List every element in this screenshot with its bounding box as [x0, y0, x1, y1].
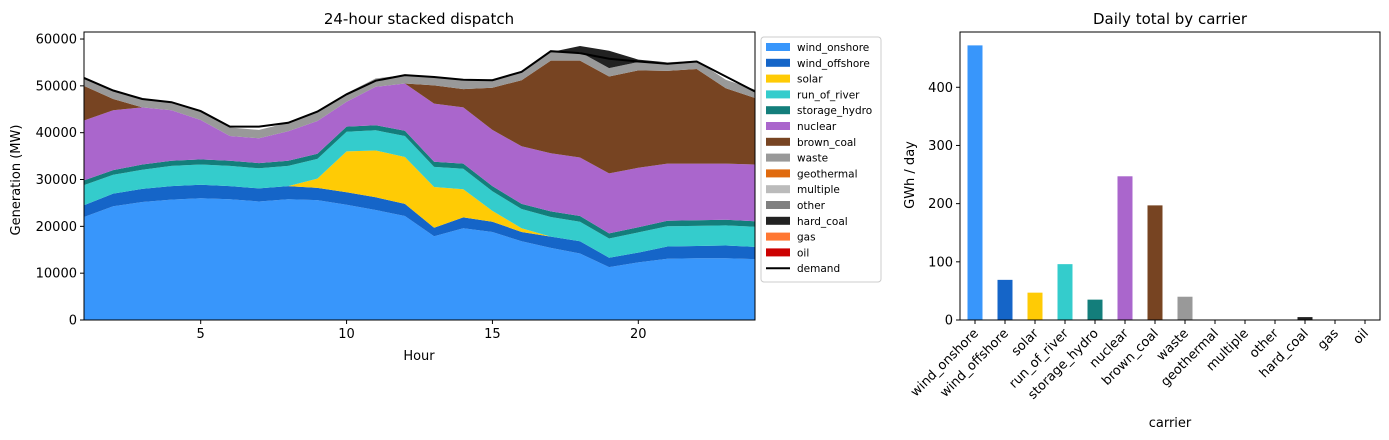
bar-run-of-river	[1057, 264, 1073, 320]
right-chart-title: Daily total by carrier	[1093, 10, 1248, 28]
legend-label-geothermal: geothermal	[797, 168, 858, 180]
area-wind-onshore	[84, 198, 755, 320]
legend-swatch-multiple	[766, 185, 790, 194]
legend-swatch-storage-hydro	[766, 106, 790, 115]
legend-label-wind-onshore: wind_onshore	[797, 42, 869, 54]
legend-label-wind-offshore: wind_offshore	[797, 58, 870, 70]
bar-solar	[1027, 292, 1043, 320]
y-tick-label: 300	[928, 139, 953, 154]
legend-swatch-geothermal	[766, 169, 790, 178]
bar-wind-onshore	[967, 45, 983, 321]
right-plot-frame	[959, 31, 1381, 321]
left-plot-frame	[83, 31, 756, 321]
left-chart-areas	[83, 46, 756, 320]
legend-label-other: other	[797, 200, 826, 212]
y-tick-label: 30000	[36, 173, 77, 188]
left-chart-ylabel: Generation (MW)	[9, 125, 24, 236]
demand-line	[83, 50, 756, 128]
legend-label-multiple: multiple	[797, 184, 840, 196]
area-nuclear	[84, 83, 755, 234]
legend-label-solar: solar	[797, 74, 823, 86]
y-tick-label: 0	[69, 314, 77, 329]
legend-label-oil: oil	[797, 247, 809, 259]
x-tick-label: 10	[338, 327, 355, 342]
bar-waste	[1177, 296, 1193, 320]
x-tick-label: 20	[630, 327, 647, 342]
legend-swatch-brown-coal	[766, 137, 790, 146]
left-chart-axes: 5 10 15 20 0 10000 20000 30000 40000 50000 60000	[36, 31, 756, 342]
y-tick-label: 20000	[36, 220, 77, 235]
bar-hard-coal	[1297, 317, 1313, 320]
y-tick-label: 100	[928, 255, 953, 270]
right-chart-ylabel: GWh / day	[903, 141, 918, 209]
legend-swatch-waste	[766, 153, 790, 162]
legend-label-storage-hydro: storage_hydro	[797, 105, 872, 117]
bar-storage-hydro	[1087, 299, 1103, 320]
legend-label-hard-coal: hard_coal	[797, 216, 848, 228]
y-tick-label: 400	[928, 81, 953, 96]
area-run-of-river	[84, 130, 755, 258]
legend-swatch-wind-onshore	[766, 43, 790, 51]
legend-label-gas: gas	[797, 232, 816, 244]
legend-swatch-wind-offshore	[766, 58, 790, 67]
legend-box	[760, 36, 882, 283]
legend-label-run-of-river: run_of_river	[797, 89, 860, 101]
x-tick-label: 15	[484, 327, 501, 342]
x-tick-label: 5	[197, 327, 205, 342]
y-tick-label: 0	[945, 314, 953, 329]
y-tick-label: 60000	[36, 33, 77, 48]
legend-swatch-run-of-river	[766, 90, 790, 99]
bar-brown-coal	[1147, 205, 1163, 320]
left-chart-title: 24-hour stacked dispatch	[324, 10, 514, 28]
legend-swatch-other	[766, 201, 790, 209]
area-storage-hydro	[84, 125, 755, 239]
legend-label-demand: demand	[797, 263, 840, 275]
y-tick-label: 40000	[36, 126, 77, 141]
legend-label-waste: waste	[797, 153, 828, 165]
legend-label-nuclear: nuclear	[797, 121, 837, 133]
legend-swatch-hard-coal	[766, 216, 790, 225]
y-tick-label: 10000	[36, 267, 77, 282]
area-wind-offshore	[84, 184, 755, 268]
left-chart-xlabel: Hour	[403, 349, 435, 364]
legend-swatch-solar	[766, 74, 790, 83]
right-chart-xlabel: carrier	[1149, 416, 1192, 431]
y-tick-label: 50000	[36, 79, 77, 94]
bar-nuclear	[1117, 176, 1133, 320]
legend-label-brown-coal: brown_coal	[797, 137, 856, 149]
area-solar	[84, 150, 755, 258]
right-chart-bars	[967, 45, 1313, 321]
legend-swatch-gas	[766, 232, 790, 241]
legend-swatch-nuclear	[766, 122, 790, 130]
x-tick-label-gas: gas	[1315, 326, 1342, 353]
area-brown-coal	[84, 60, 755, 174]
x-tick-label-oil: oil	[1350, 326, 1371, 347]
bar-wind-offshore	[997, 279, 1013, 320]
legend-swatch-oil	[766, 248, 790, 257]
y-tick-label: 200	[928, 197, 953, 212]
